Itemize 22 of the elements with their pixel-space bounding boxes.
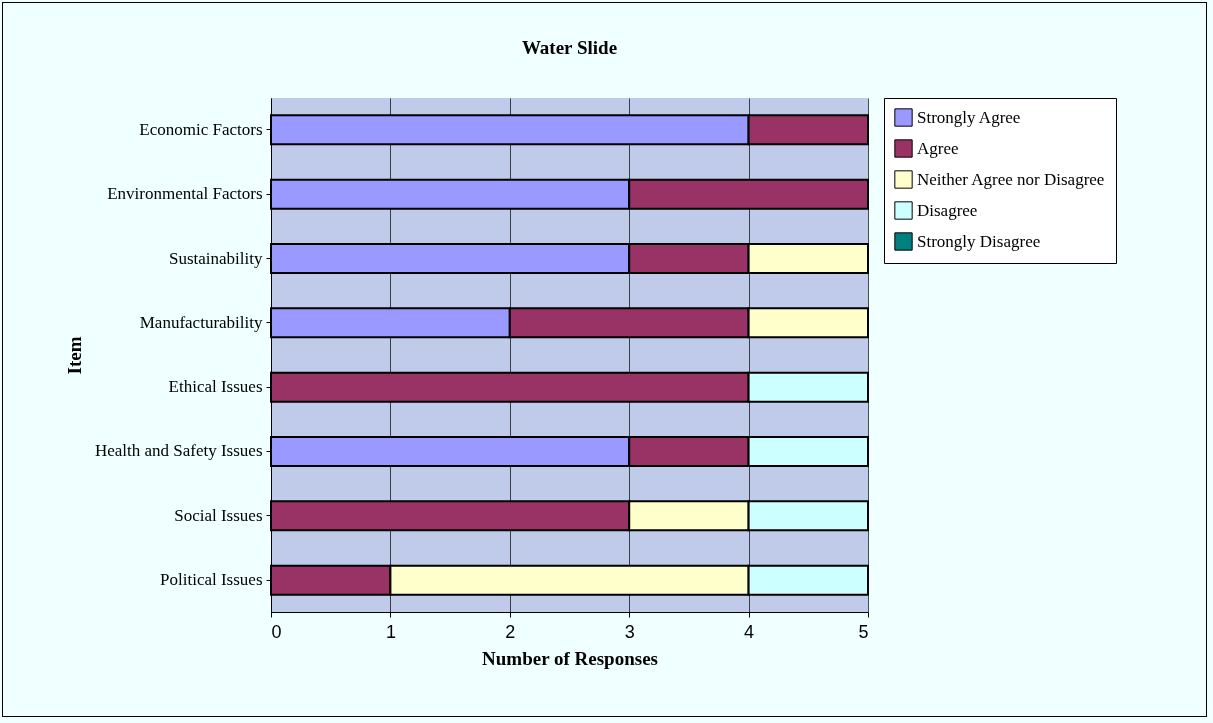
x-tick-label: 5 — [858, 621, 869, 642]
x-tick-label: 1 — [385, 621, 396, 642]
y-tick-label: Social Issues — [174, 505, 263, 525]
x-tick-label: 2 — [505, 621, 516, 642]
legend-label: Strongly Agree — [917, 107, 1021, 127]
legend-label: Disagree — [917, 200, 978, 220]
chart-title: Water Slide — [521, 36, 618, 58]
y-axis-title: Item — [63, 336, 85, 375]
x-tick-label: 0 — [271, 621, 282, 642]
legend-label: Neither Agree nor Disagree — [917, 169, 1105, 189]
y-tick-label: Ethical Issues — [168, 377, 263, 397]
y-tick-label: Sustainability — [169, 248, 263, 268]
legend-label: Strongly Disagree — [917, 231, 1041, 251]
legend-label: Agree — [917, 138, 959, 158]
y-tick-label: Health and Safety Issues — [94, 441, 263, 461]
y-tick-label: Political Issues — [160, 570, 263, 590]
y-tick-label: Manufacturability — [139, 312, 263, 332]
x-axis-title: Number of Responses — [482, 647, 658, 669]
y-tick-label: Environmental Factors — [107, 184, 263, 204]
x-tick-label: 3 — [624, 621, 635, 642]
x-tick-label: 4 — [744, 621, 755, 642]
y-tick-label: Economic Factors — [139, 119, 263, 139]
